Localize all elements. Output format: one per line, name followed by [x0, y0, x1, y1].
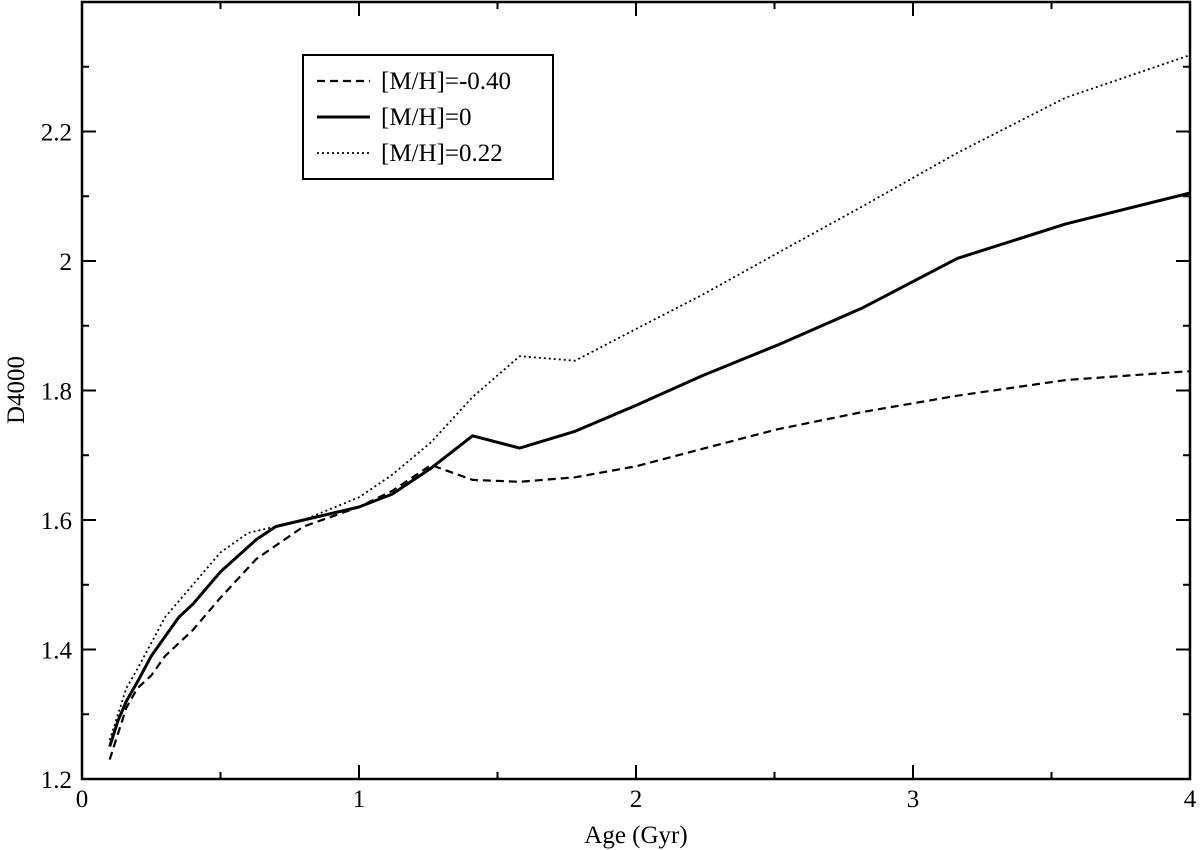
legend-entry-solar: [M/H]=0 — [381, 104, 471, 131]
y-tick-label: 1.8 — [41, 379, 72, 406]
series-line-0 — [108, 370, 1191, 760]
axis-tick-labels: 0 1 2 3 4 1.2 1.4 1.6 1.8 2 2.2 — [41, 120, 1197, 814]
series-lines — [108, 54, 1191, 760]
x-tick-label: 2 — [630, 786, 643, 813]
y-tick-label: 1.6 — [41, 508, 72, 535]
x-tick-label: 1 — [353, 786, 366, 813]
x-tick-label: 4 — [1184, 786, 1197, 813]
series-line-1 — [108, 191, 1191, 748]
x-tick-label: 3 — [907, 786, 920, 813]
series-line-2 — [108, 54, 1191, 741]
axis-ticks — [81, 2, 1191, 780]
legend-entry-metal-poor: [M/H]=-0.40 — [381, 68, 511, 95]
x-tick-label: 0 — [76, 786, 89, 813]
y-tick-label: 2 — [60, 249, 73, 276]
x-axis-label: Age (Gyr) — [584, 822, 687, 849]
y-tick-label: 2.2 — [41, 120, 72, 147]
y-tick-label: 1.2 — [41, 767, 72, 794]
y-axis-label: D4000 — [3, 356, 30, 424]
legend: [M/H]=-0.40 [M/H]=0 [M/H]=0.22 — [302, 54, 554, 180]
legend-entry-metal-rich: [M/H]=0.22 — [381, 140, 503, 167]
y-tick-label: 1.4 — [41, 638, 73, 665]
